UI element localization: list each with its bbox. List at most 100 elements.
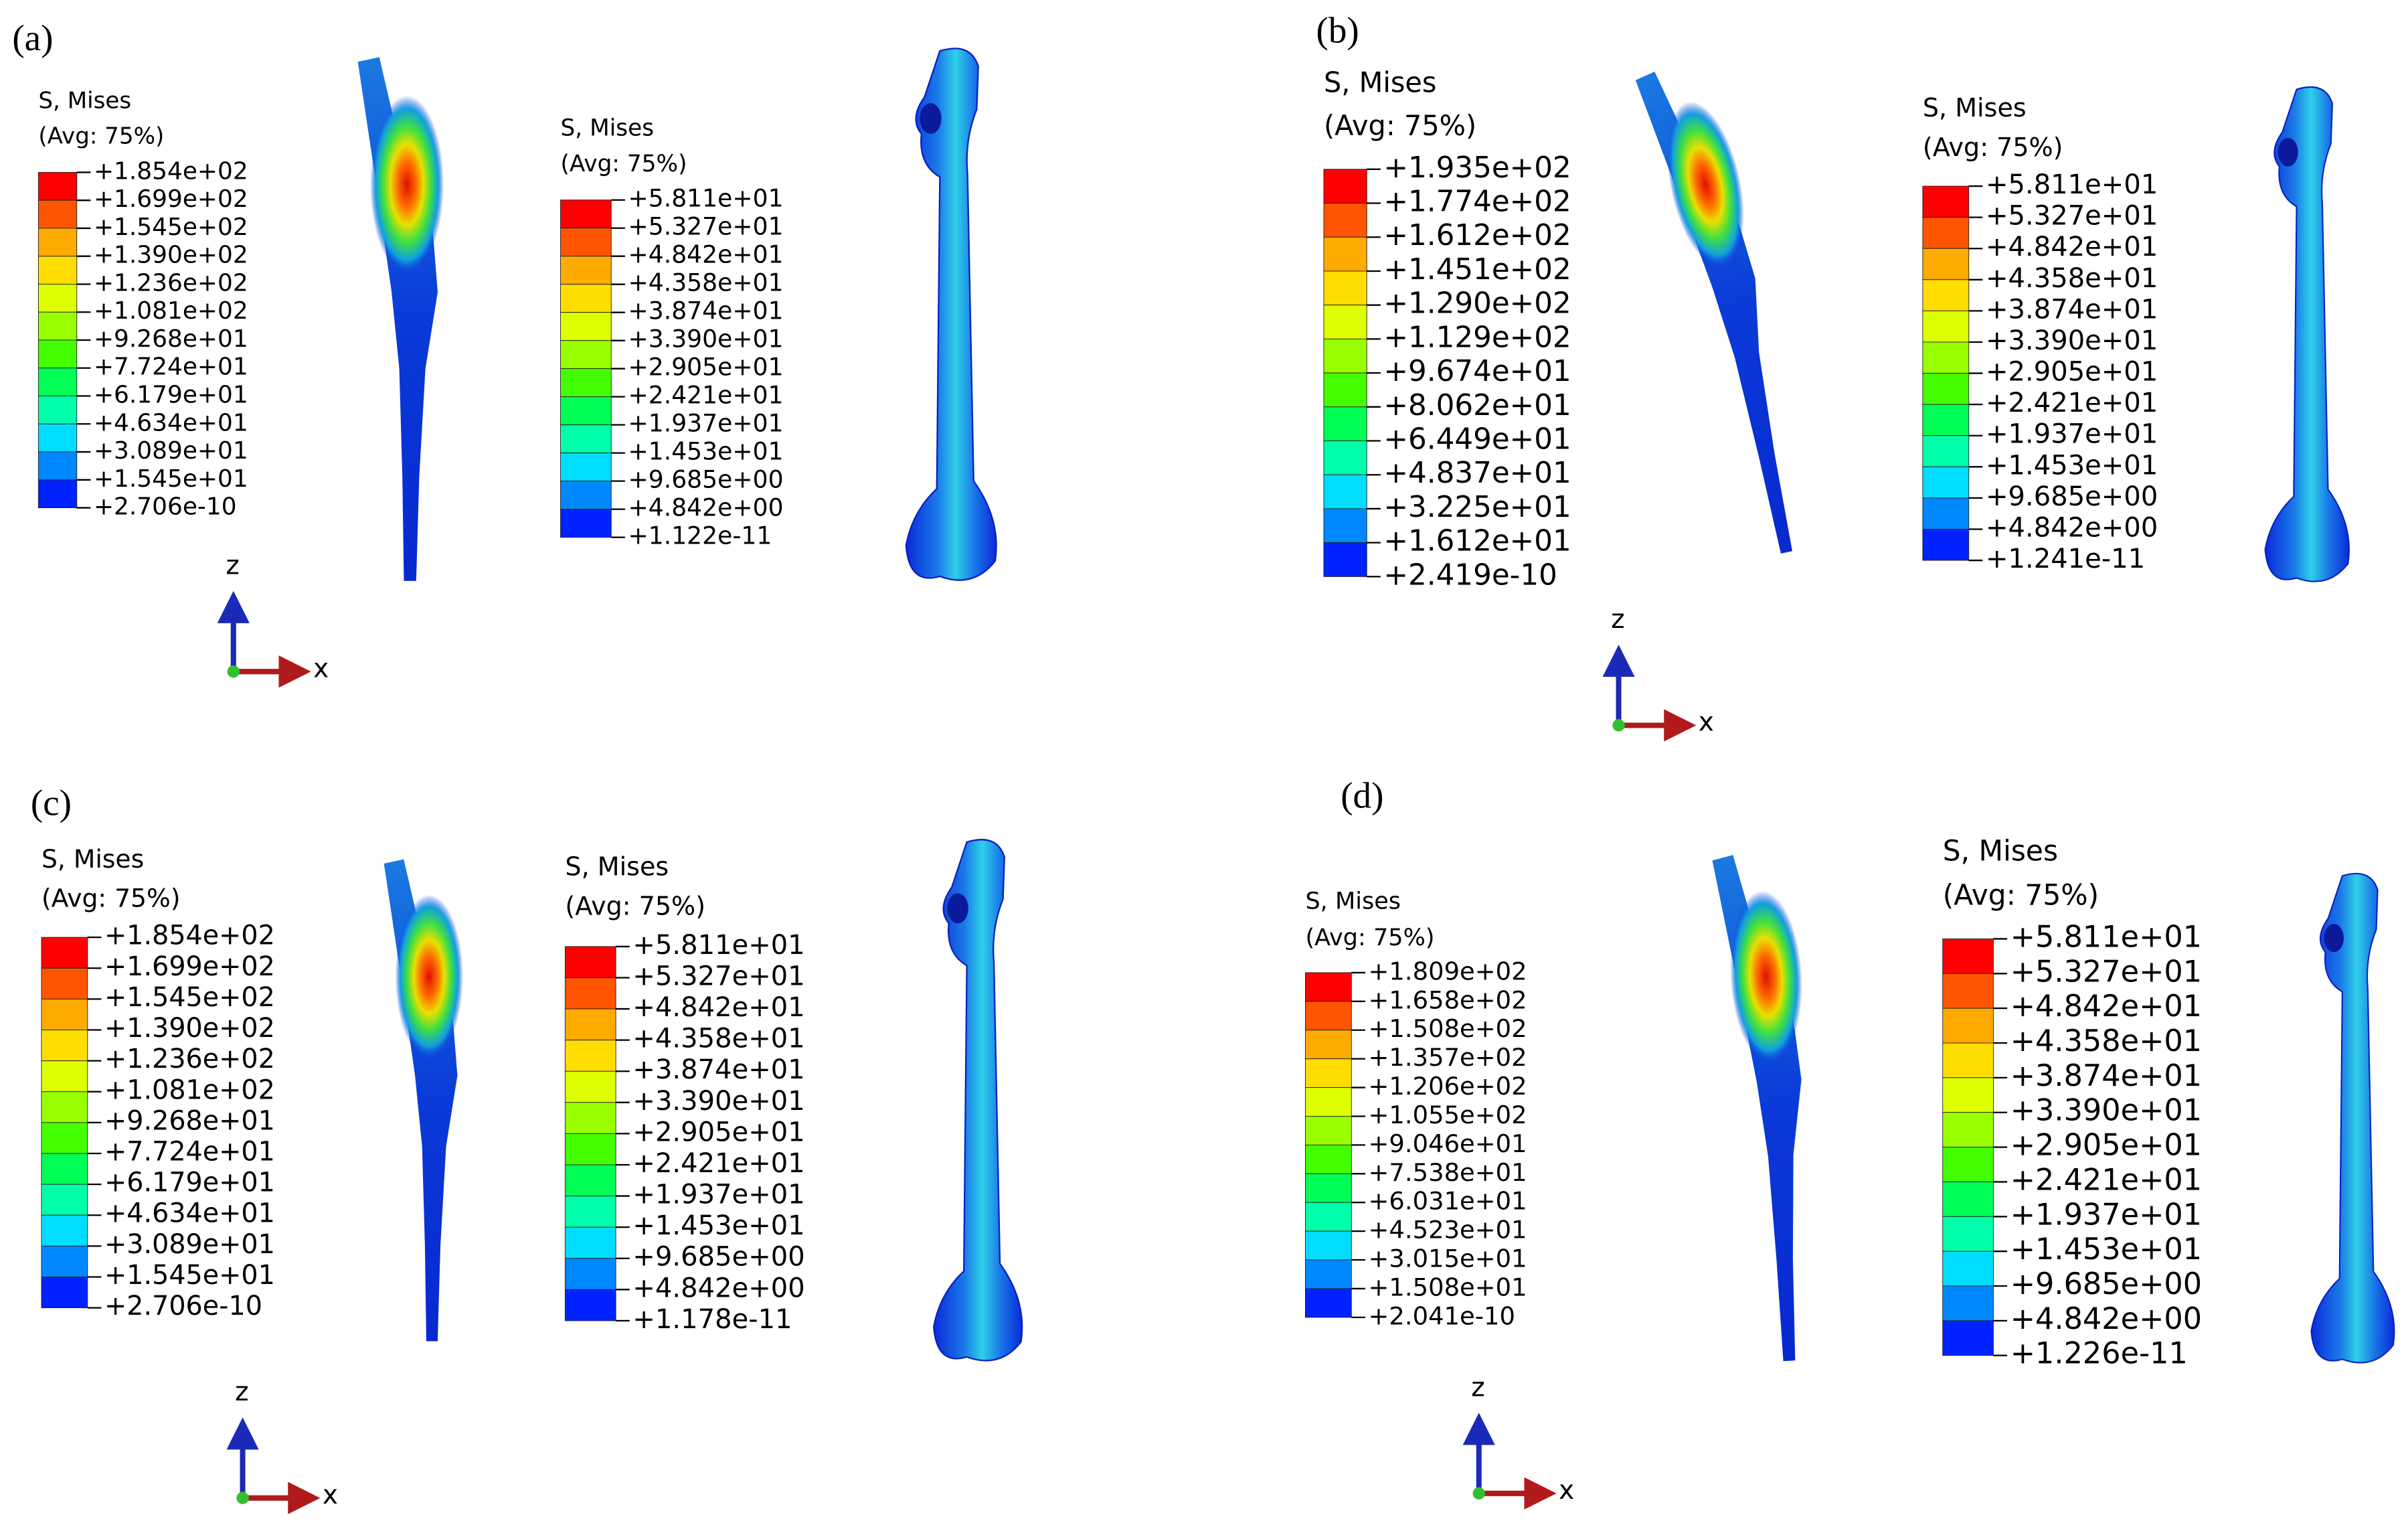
color-band [1304, 1173, 1352, 1203]
color-band [564, 1289, 616, 1321]
color-band [1942, 938, 1994, 974]
legend-title: S, Mises [561, 115, 655, 142]
legend-label: +3.390e+01 [628, 325, 784, 353]
legend-label: +7.724e+01 [104, 1137, 275, 1168]
femur [2310, 872, 2395, 1364]
color-band [564, 1070, 616, 1103]
legend-subtitle: (Avg: 75%) [1305, 924, 1434, 951]
color-band [37, 479, 78, 509]
legend-label: +1.453e+01 [628, 437, 784, 466]
legend-label: +4.842e+00 [628, 493, 784, 522]
color-band [560, 228, 612, 257]
legend-label: +2.905e+01 [1986, 357, 2158, 388]
color-band [1304, 1058, 1352, 1089]
legend-label: +1.545e+02 [94, 214, 248, 241]
legend-label: +3.015e+01 [1369, 1244, 1527, 1273]
z-label: z [235, 1377, 248, 1407]
legend-label: +4.842e+00 [1986, 512, 2158, 543]
legend-label: +5.327e+01 [1986, 201, 2158, 232]
color-band [37, 451, 78, 481]
origin [236, 1492, 249, 1504]
legend: S, Mises(Avg: 75%)+5.811e+01+5.327e+01+4… [1922, 93, 2158, 574]
color-band [41, 998, 88, 1030]
stress-hotspot [395, 894, 463, 1059]
legend-title: S, Mises [1324, 67, 1437, 99]
legend-title: S, Mises [565, 852, 669, 881]
origin [227, 665, 240, 678]
color-band [1304, 1144, 1352, 1174]
legend-label: +1.545e+02 [104, 982, 275, 1013]
femur-head [947, 893, 968, 924]
color-band [1323, 372, 1367, 408]
legend-title: S, Mises [38, 87, 131, 114]
color-band [560, 453, 612, 482]
legend-label: +9.268e+01 [104, 1105, 275, 1136]
color-band [1942, 1077, 1994, 1113]
color-band [1323, 169, 1367, 204]
color-band [1323, 338, 1367, 374]
color-band [41, 1122, 88, 1154]
legend: S, Mises(Avg: 75%)+5.811e+01+5.327e+01+4… [564, 852, 805, 1335]
femur-body [2310, 872, 2395, 1364]
legend-label: +2.905e+01 [2010, 1128, 2202, 1163]
legend-label: +1.357e+02 [1369, 1043, 1527, 1072]
legend-label: +5.811e+01 [2010, 919, 2202, 954]
legend-label: +6.179e+01 [104, 1168, 275, 1198]
color-band [41, 1277, 88, 1309]
color-band [1922, 341, 1970, 374]
color-band [1942, 1112, 1994, 1148]
legend-label: +3.089e+01 [104, 1229, 275, 1260]
color-band [564, 1102, 616, 1134]
legend-title: S, Mises [1305, 887, 1401, 914]
color-band [1323, 508, 1367, 544]
color-band [1304, 1202, 1352, 1232]
origin [1472, 1487, 1485, 1500]
legend-label: +1.699e+02 [104, 951, 275, 982]
color-band [37, 368, 78, 396]
color-band [1304, 972, 1352, 1002]
legend-label: +4.842e+01 [632, 992, 804, 1023]
legend-label: +4.842e+01 [1986, 232, 2158, 262]
legend-label: +4.842e+00 [2010, 1301, 2202, 1336]
legend-label: +4.523e+01 [1369, 1216, 1527, 1244]
legend-label: +5.811e+01 [628, 184, 784, 213]
color-band [37, 311, 78, 341]
color-band [41, 1060, 88, 1093]
color-band [1922, 466, 1970, 499]
panel-label: (a) [12, 17, 53, 58]
legend-label: +1.081e+02 [94, 297, 248, 325]
color-band [41, 1153, 88, 1185]
legend-label: +1.935e+02 [1383, 151, 1571, 185]
color-band [564, 1258, 616, 1290]
legend-subtitle: (Avg: 75%) [41, 883, 181, 912]
legend-label: +1.658e+02 [1369, 985, 1527, 1014]
legend-label: +5.811e+01 [632, 930, 804, 961]
legend-label: +9.674e+01 [1383, 355, 1571, 388]
legend-label: +1.178e-11 [632, 1304, 792, 1335]
color-band [41, 967, 88, 999]
color-band [560, 312, 612, 341]
femur-head [2277, 138, 2298, 167]
femur-body [905, 48, 997, 581]
color-band [564, 1226, 616, 1259]
legend-label: +2.041e-10 [1369, 1301, 1515, 1330]
color-band [564, 1196, 616, 1228]
legend-label: +3.225e+01 [1383, 491, 1571, 524]
color-band [1942, 1181, 1994, 1217]
color-band [1922, 310, 1970, 343]
color-band [41, 1091, 88, 1123]
color-band [37, 339, 78, 369]
femur [2264, 86, 2350, 582]
legend: S, Mises(Avg: 75%)+5.811e+01+5.327e+01+4… [560, 115, 784, 550]
legend-label: +4.842e+01 [628, 240, 784, 269]
legend-label: +3.874e+01 [1986, 294, 2158, 325]
color-band [1323, 203, 1367, 238]
color-band [1304, 1087, 1352, 1117]
color-band [1922, 404, 1970, 436]
legend-label: +1.081e+02 [104, 1074, 275, 1105]
stress-hotspot [370, 95, 444, 274]
color-band [1942, 973, 1994, 1009]
color-band [1304, 1001, 1352, 1031]
legend-label: +3.874e+01 [2010, 1058, 2202, 1093]
